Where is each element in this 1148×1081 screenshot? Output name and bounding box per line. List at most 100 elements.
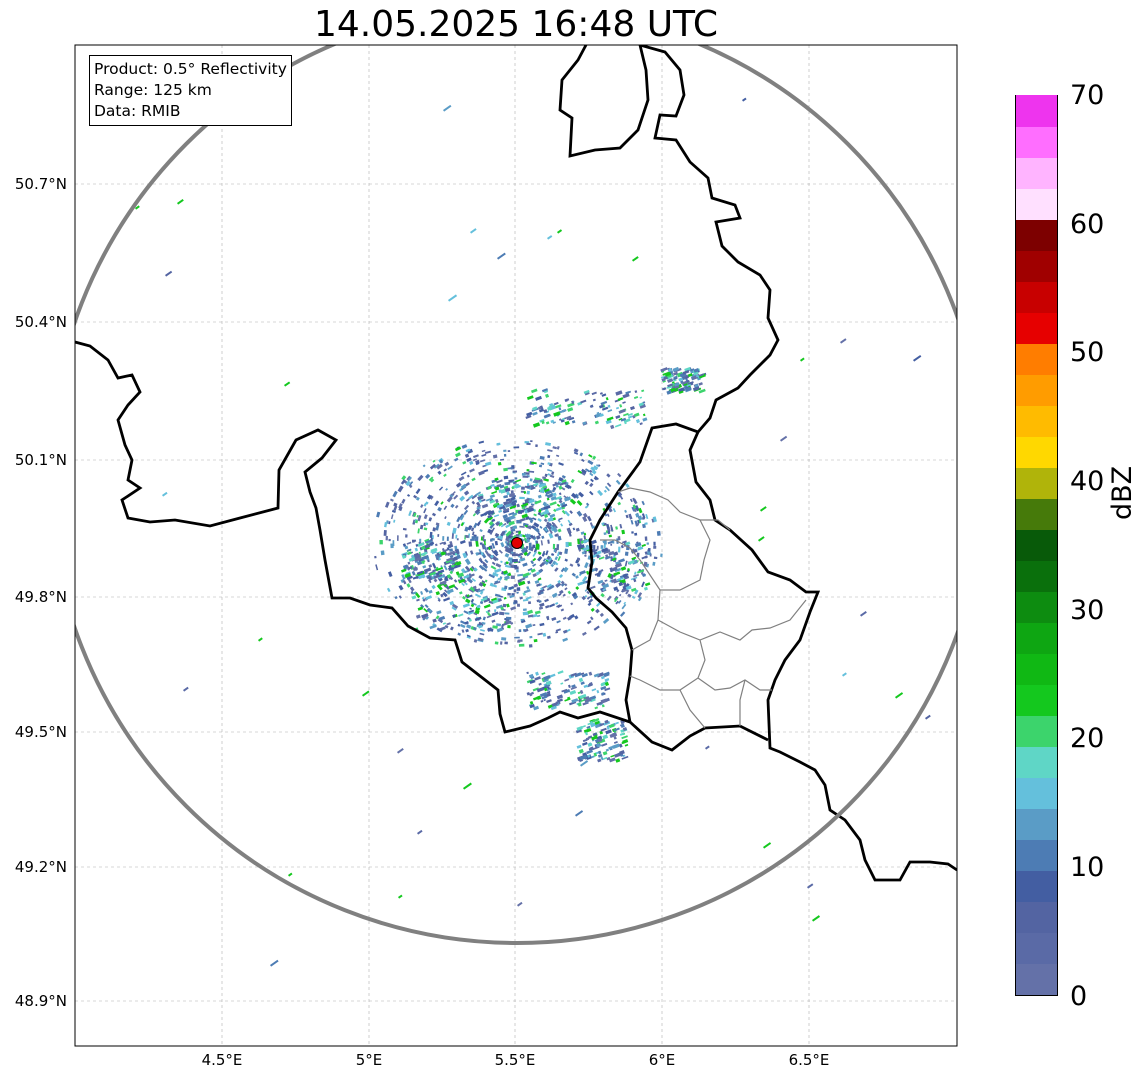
echo-pixel (511, 512, 518, 516)
echo-pixel (501, 637, 507, 641)
echo-pixel (554, 567, 559, 572)
echo-pixel (554, 534, 558, 537)
echo-pixel (547, 454, 551, 459)
echo-pixel (560, 608, 565, 612)
echo-pixel (428, 564, 433, 568)
echo-pixel (558, 485, 563, 490)
echo-pixel (453, 494, 459, 500)
echo-pixel (603, 532, 607, 536)
echo-pixel (475, 491, 482, 497)
lat-tick-label: 48.9°N (14, 992, 67, 1010)
echo-pixel (385, 535, 388, 541)
echo-pixel (538, 568, 543, 574)
echo-pixel (383, 521, 388, 528)
echo-pixel (538, 406, 542, 410)
echo-pixel (462, 552, 468, 559)
echo-pixel (393, 505, 398, 511)
echo-pixel (627, 567, 631, 572)
echo-pixel (379, 539, 383, 545)
echo-pixel (457, 572, 465, 578)
range-ring (75, 45, 957, 945)
echo-pixel (763, 842, 772, 849)
echo-pixel (598, 750, 602, 755)
echo-pixel (533, 513, 537, 517)
echo-pixel (504, 503, 512, 508)
echo-pixel (491, 619, 496, 623)
echo-pixel (375, 564, 379, 571)
echo-pixel (596, 572, 601, 577)
echo-pixel (434, 500, 440, 507)
echo-pixel (493, 502, 499, 506)
echo-pixel (558, 517, 563, 521)
echo-pixel (582, 421, 587, 425)
echo-pixel (913, 354, 922, 362)
echo-pixel (581, 673, 588, 678)
echo-pixel (588, 671, 593, 676)
echo-pixel (460, 620, 467, 625)
echo-pixel (534, 676, 541, 681)
echo-pixel (603, 548, 611, 555)
echo-pixel (539, 418, 545, 423)
echo-pixel (459, 513, 464, 519)
echo-pixel (499, 535, 504, 540)
echo-pixel (497, 461, 502, 466)
echo-pixel (481, 498, 486, 502)
echo-pixel (523, 628, 529, 633)
echo-pixel (615, 414, 621, 419)
echo-pixel (402, 543, 407, 547)
echo-pixel (404, 572, 412, 579)
echo-pixel (448, 566, 455, 572)
echo-pixel (602, 751, 608, 756)
echo-pixel (425, 543, 431, 547)
echo-pixel (544, 598, 549, 603)
echo-pixel (602, 540, 606, 544)
echo-pixel (560, 582, 566, 587)
echo-pixel (478, 440, 485, 444)
echo-pixel (474, 593, 482, 598)
echo-pixel (569, 689, 577, 696)
echo-pixel (510, 575, 515, 579)
echo-pixel (682, 369, 690, 375)
echo-pixel (558, 492, 562, 496)
echo-pixel (456, 538, 459, 541)
echo-pixel (647, 551, 651, 556)
echo-pixel (623, 575, 630, 580)
echo-pixel (487, 510, 495, 516)
echo-pixel (550, 563, 555, 568)
echo-pixel (437, 574, 443, 578)
echo-pixel (512, 481, 517, 485)
echo-pixel (559, 481, 567, 486)
echo-pixel (577, 702, 582, 707)
echo-pixel (466, 474, 470, 478)
echo-pixel (565, 541, 569, 548)
echo-pixel (507, 467, 513, 470)
echo-pixel (610, 424, 615, 430)
echo-pixel (663, 387, 667, 391)
echo-pixel (455, 534, 458, 539)
echo-pixel (437, 470, 442, 475)
lon-tick-label: 4.5°E (201, 1051, 243, 1069)
echo-pixel (503, 467, 508, 472)
echo-pixel (625, 585, 632, 591)
echo-pixel (449, 570, 454, 575)
echo-pixel (494, 540, 498, 546)
echo-pixel (464, 453, 470, 458)
echo-pixel (457, 523, 461, 529)
echo-pixel (619, 404, 623, 408)
info-range: Range: 125 km (94, 81, 212, 99)
echo-pixel (621, 741, 626, 745)
echo-pixel (556, 604, 561, 608)
echo-pixel (483, 517, 490, 524)
colorbar-segment (1016, 157, 1057, 189)
echo-pixel (568, 416, 575, 421)
echo-pixel (586, 620, 592, 625)
echo-pixel (543, 413, 550, 419)
echo-pixel (469, 607, 472, 610)
echo-pixel (614, 752, 622, 758)
echo-pixel (452, 527, 457, 534)
echo-pixel (469, 468, 475, 473)
echo-pixel (490, 597, 498, 602)
echo-pixel (522, 572, 530, 578)
echo-pixel (391, 509, 396, 514)
echo-pixel (593, 673, 600, 678)
